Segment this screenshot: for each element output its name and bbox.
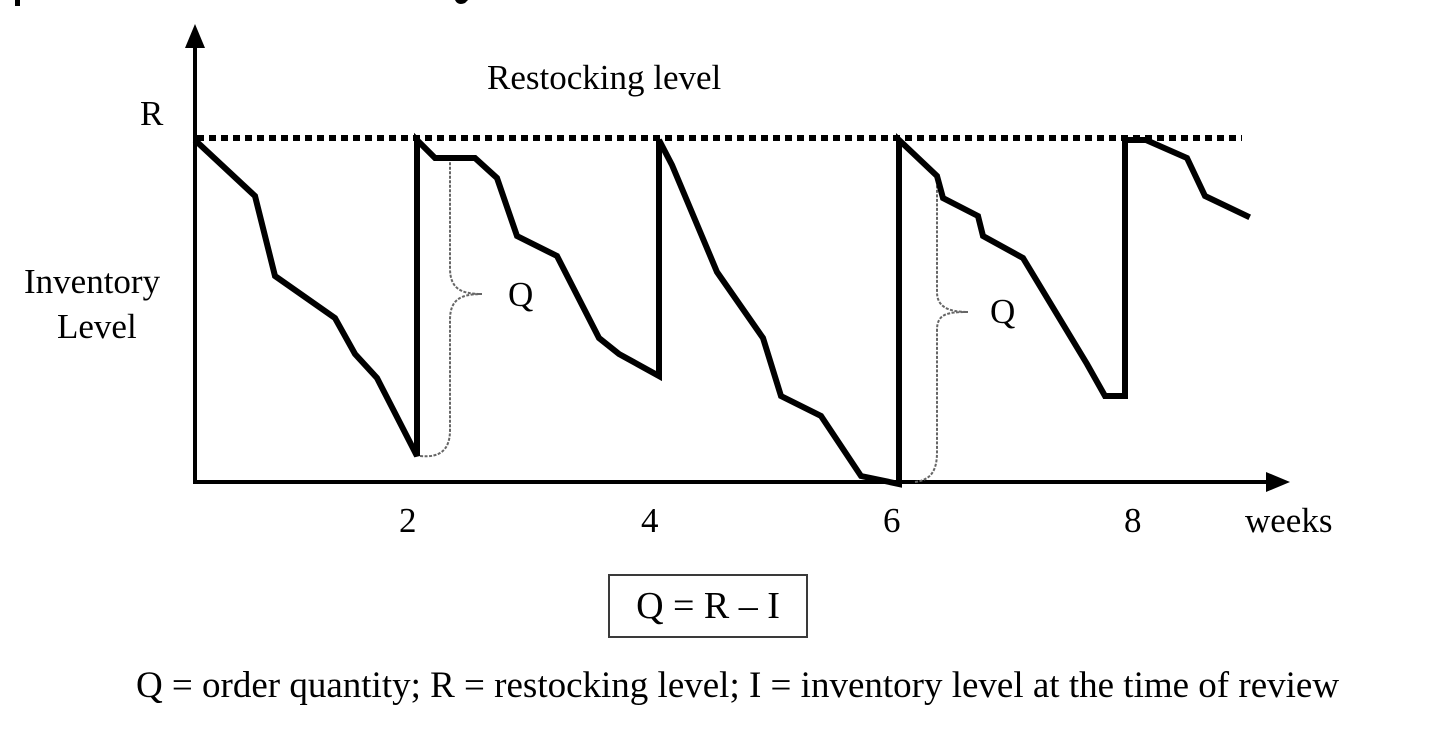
order-quantity-brace-1 xyxy=(419,158,483,458)
x-axis-arrow-icon xyxy=(1266,472,1290,492)
formula-box: Q = R – I xyxy=(608,574,808,638)
x-axis-unit-label: weeks xyxy=(1245,501,1333,540)
formula-text: Q = R – I xyxy=(636,585,780,627)
cropped-title-fragment xyxy=(15,0,20,6)
y-axis-arrow-icon xyxy=(185,24,205,48)
restocking-level-label: Restocking level xyxy=(487,58,722,97)
x-tick-6: 6 xyxy=(883,501,901,540)
x-tick-4: 4 xyxy=(641,501,659,540)
x-tick-2: 2 xyxy=(399,501,417,540)
y-axis-label-level: Level xyxy=(57,307,137,346)
order-quantity-label-2: Q xyxy=(990,292,1016,331)
cropped-title-fragment xyxy=(455,0,468,4)
order-quantity-label-1: Q xyxy=(508,275,534,314)
x-tick-8: 8 xyxy=(1124,501,1142,540)
r-axis-label: R xyxy=(140,94,164,133)
y-axis-label-inventory: Inventory xyxy=(24,262,161,301)
legend-caption: Q = order quantity; R = restocking level… xyxy=(135,665,1340,706)
order-quantity-brace-2 xyxy=(914,178,969,483)
inventory-level-line xyxy=(192,132,1251,488)
